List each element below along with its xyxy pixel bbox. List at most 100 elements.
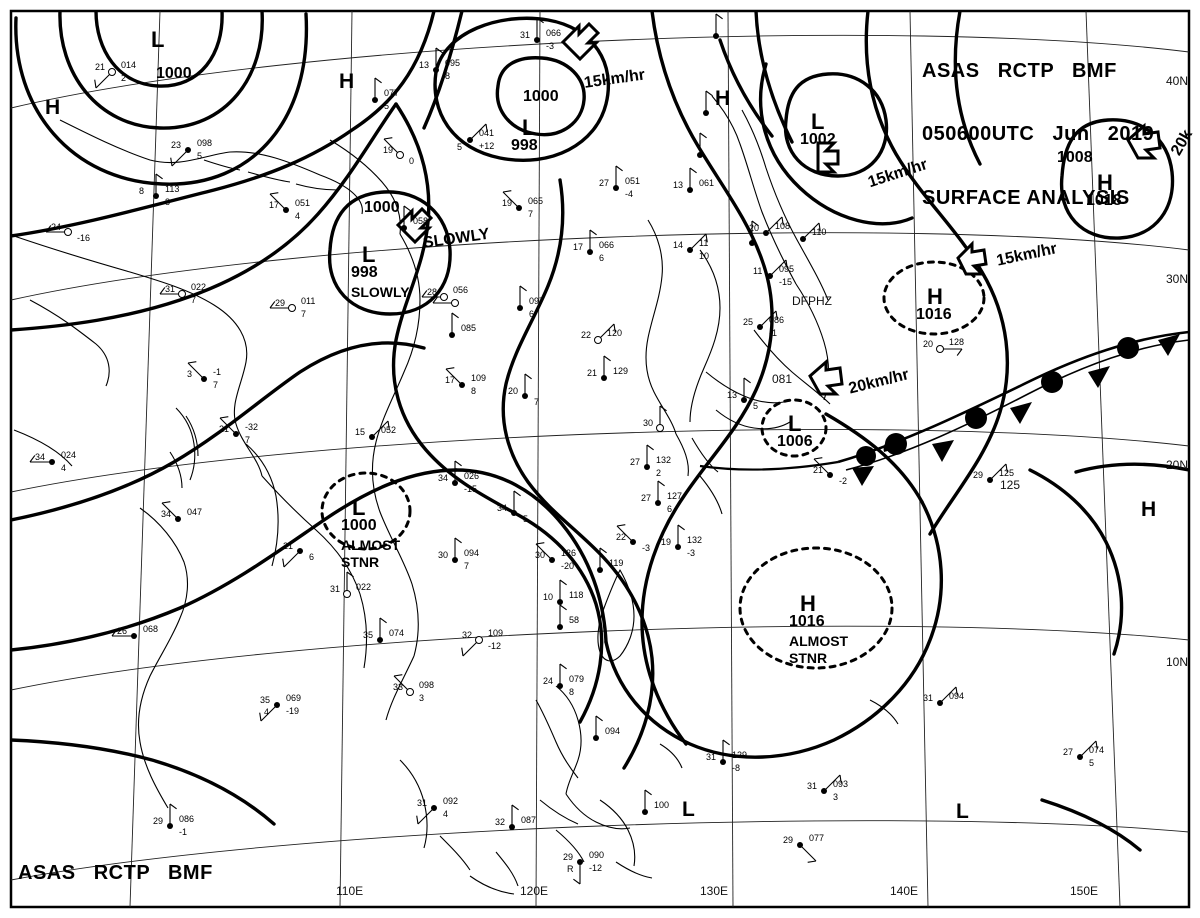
station-dewpoint: 8: [471, 386, 477, 396]
station-temperature: 10: [543, 592, 554, 602]
title-line-1: ASAS RCTP BMF: [922, 60, 1117, 83]
station-dewpoint: -12: [589, 863, 603, 873]
station-dewpoint: -16: [77, 233, 91, 243]
station-temperature: 20: [923, 339, 934, 349]
station-pressure: 065: [528, 196, 544, 206]
station-dot-icon: [1077, 754, 1083, 760]
station-temperature: 21: [95, 62, 106, 72]
station-pressure: 128: [949, 337, 965, 347]
station-dewpoint: -3: [642, 543, 651, 553]
station-weather-code: 4: [264, 707, 270, 717]
station-temperature: 17: [573, 242, 584, 252]
station-dot-icon: [597, 567, 603, 573]
station-dewpoint: 5: [1089, 758, 1095, 768]
station-pressure: 024: [61, 450, 77, 460]
pressure-system-letter-low-central-998: L: [522, 115, 536, 140]
station-ring-icon: [451, 299, 459, 307]
station-temperature: 21: [283, 541, 294, 551]
station-pressure: 100: [654, 800, 670, 810]
station-dot-icon: [201, 376, 207, 382]
isobar-label-0: 1000: [156, 65, 192, 82]
station-dewpoint: 8: [445, 71, 451, 81]
station-dot-icon: [517, 305, 523, 311]
station-dewpoint: 7: [464, 561, 470, 571]
pressure-system-letter-low-nw-top: L: [151, 27, 165, 52]
station-dot-icon: [937, 700, 943, 706]
motion-arrows: [395, 21, 1162, 396]
station-dot-icon: [800, 236, 806, 242]
station-dot-icon: [642, 809, 648, 815]
station-dot-icon: [452, 557, 458, 563]
pressure-system-letter-high-east-1018: H: [1097, 170, 1113, 195]
station-dot-icon: [153, 193, 159, 199]
station-dot-icon: [49, 459, 55, 465]
station-dot-icon: [644, 464, 650, 470]
pressure-system-letter-low-dashed-1006: L: [788, 411, 802, 436]
station-dewpoint: -12: [488, 641, 502, 651]
dashed-systems: [320, 260, 986, 670]
pressure-system-note-low-dashed-1000: ALMOST: [341, 537, 401, 553]
wind-barb-icon: [416, 807, 435, 825]
pressure-system-value-low-ne-1002: 1002: [800, 131, 836, 148]
wind-barb-icon: [454, 460, 462, 483]
station-temperature: 21: [219, 424, 230, 434]
station-pressure: 110: [812, 227, 827, 237]
wind-barb-icon: [765, 216, 784, 234]
station-pressure: -1: [213, 367, 222, 377]
wind-barb-icon: [559, 579, 567, 602]
wind-barb-icon: [603, 355, 611, 378]
station-dot-icon: [577, 859, 583, 865]
station-dewpoint: +12: [479, 141, 495, 151]
station-dot-icon: [233, 431, 239, 437]
marker-h-right-20n: H: [1141, 498, 1157, 521]
marker-l-bottom-mid: L: [682, 798, 695, 821]
station-dewpoint: -4: [625, 189, 634, 199]
stationary-front: [699, 330, 1189, 486]
station-pressure: 026: [464, 471, 480, 481]
station-temperature: 8: [139, 186, 145, 196]
station-ring-icon: [396, 151, 404, 159]
wind-barb-icon: [689, 167, 697, 190]
station-temperature: 27: [630, 457, 641, 467]
station-dot-icon: [549, 557, 555, 563]
station-ring-icon: [475, 636, 483, 644]
latitude-label-10N: 10N: [1166, 655, 1189, 669]
station-pressure: 127: [667, 491, 683, 501]
latitude-label-30N: 30N: [1166, 272, 1189, 286]
station-dot-icon: [687, 247, 693, 253]
station-pressure: 086: [179, 814, 195, 824]
station-pressure: 125: [999, 468, 1015, 478]
station-dewpoint: 7: [301, 309, 307, 319]
station-dewpoint: 5: [753, 401, 759, 411]
station-dot-icon: [509, 824, 515, 830]
station-pressure: 066: [546, 28, 562, 38]
station-pressure: 120: [607, 328, 623, 338]
station-temperature: 21: [587, 368, 598, 378]
station-temperature: 13: [673, 180, 684, 190]
station-pressure: 093: [833, 779, 849, 789]
pressure-system-letter-low-west-998: L: [362, 242, 376, 267]
dashed-high-1016: [882, 260, 986, 336]
title-line-1-bl: ASAS RCTP BMF: [18, 862, 213, 885]
station-pressure: 014: [121, 60, 137, 70]
dashed-low-1006: [760, 398, 828, 458]
station-dot-icon: [467, 137, 473, 143]
station-dot-icon: [703, 110, 709, 116]
station-temperature: 23: [171, 140, 182, 150]
station-dot-icon: [655, 500, 661, 506]
annotation-1: 081: [772, 372, 793, 386]
station-dot-icon: [401, 225, 407, 231]
station-pressure: 129: [613, 366, 629, 376]
station-dot-icon: [675, 544, 681, 550]
wind-barb-icon: [989, 463, 1008, 481]
station-dewpoint: 4: [443, 809, 449, 819]
station-dewpoint: -3: [687, 548, 696, 558]
station-dewpoint: 6: [309, 552, 315, 562]
station-dot-icon: [516, 205, 522, 211]
station-temperature: 27: [641, 493, 652, 503]
station-pressure: 58: [569, 615, 580, 625]
title-line-2: 050600UTC Jun 2019: [922, 123, 1155, 146]
station-temperature: 15: [355, 427, 366, 437]
wind-barb-icon: [599, 547, 607, 570]
